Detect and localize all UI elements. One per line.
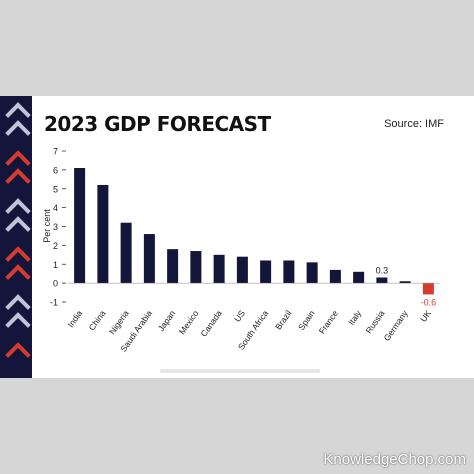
bar-us <box>236 256 248 284</box>
bar-india <box>74 167 86 284</box>
category-label: Canada <box>198 308 223 338</box>
category-label: France <box>317 308 341 336</box>
bar-uk <box>422 283 434 295</box>
scrollbar[interactable] <box>160 369 320 373</box>
bar-germany <box>399 281 411 284</box>
y-axis: -1 0 1 2 3 4 5 6 7 <box>50 147 66 308</box>
y-tick-label: 2 <box>53 241 58 251</box>
bar-nigeria <box>120 222 132 284</box>
data-label: -0.6 <box>421 297 437 307</box>
data-labels: 0.3 -0.6 <box>376 265 437 307</box>
y-tick-label: 7 <box>53 147 58 157</box>
bar-japan <box>167 249 179 284</box>
y-tick-label: 4 <box>53 203 58 213</box>
bar-south-africa <box>260 260 272 284</box>
category-label: UK <box>418 308 433 324</box>
category-label: Mexico <box>177 308 201 336</box>
data-label: 0.3 <box>376 265 389 275</box>
bar-saudi-arabia <box>143 234 155 284</box>
category-label: Spain <box>296 308 317 332</box>
bar-russia <box>376 277 388 284</box>
category-label: China <box>87 308 108 332</box>
bar-brazil <box>283 260 295 284</box>
y-tick-label: 1 <box>53 260 58 270</box>
y-tick-label: 5 <box>53 184 58 194</box>
y-tick-label: 6 <box>53 165 58 175</box>
top-background <box>0 0 474 96</box>
bars <box>74 167 434 295</box>
bar-china <box>97 184 109 284</box>
bar-mexico <box>190 251 202 284</box>
bar-italy <box>353 271 365 284</box>
category-label: US <box>232 308 247 324</box>
category-label: India <box>65 308 84 329</box>
decorative-chevron-strip <box>0 96 32 378</box>
source-label: Source: IMF <box>384 118 444 130</box>
category-label: Japan <box>156 308 178 333</box>
category-label: Nigeria <box>107 308 131 336</box>
category-label: Germany <box>382 308 411 343</box>
bar-france <box>329 269 341 284</box>
category-label: Brazil <box>273 308 293 331</box>
chart-title: 2023 GDP FORECAST <box>44 112 271 136</box>
bar-spain <box>306 262 318 284</box>
bar-canada <box>213 254 225 284</box>
category-label: Russia <box>363 308 386 335</box>
y-tick-label: 3 <box>53 222 58 232</box>
bottom-background <box>0 378 474 474</box>
category-label: Italy <box>346 308 364 327</box>
y-axis-label: Per cent <box>42 209 52 243</box>
y-tick-label: -1 <box>50 298 58 308</box>
y-tick-label: 0 <box>53 279 58 289</box>
watermark: KnowledgeChop.com <box>323 451 466 468</box>
